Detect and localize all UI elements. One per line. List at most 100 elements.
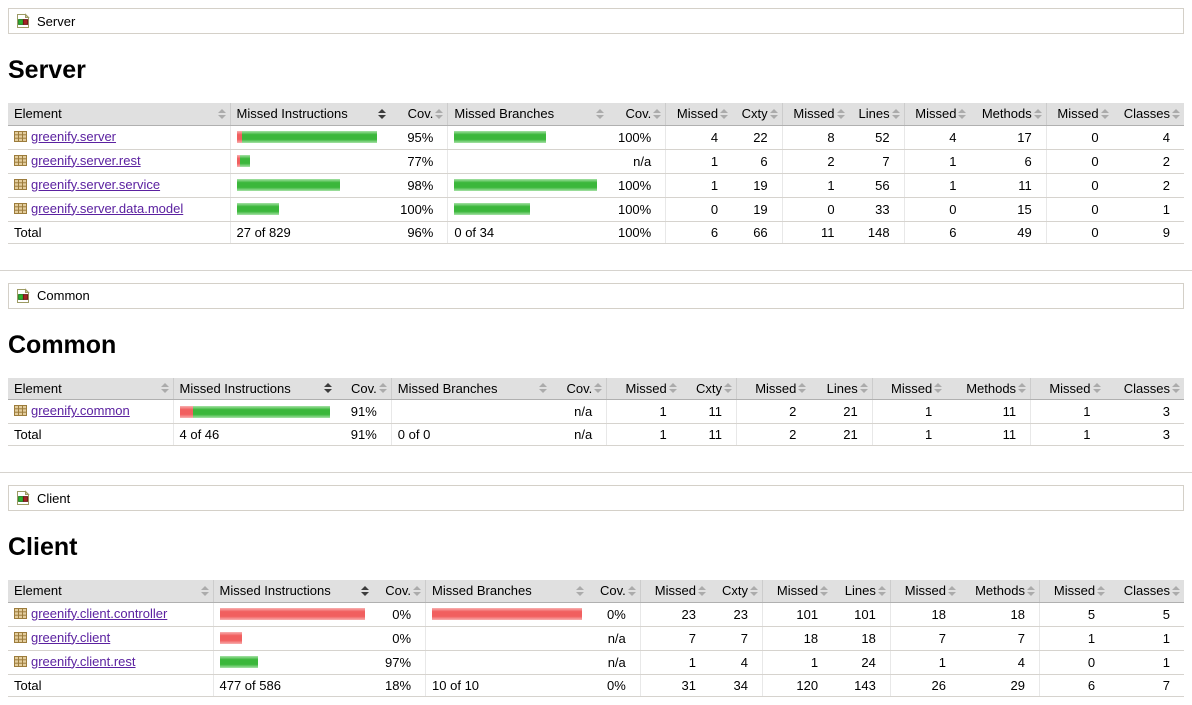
column-header-classes-12[interactable]: Classes bbox=[1104, 377, 1184, 400]
package-link[interactable]: greenify.server.service bbox=[31, 176, 161, 192]
column-header-missed-branches-3[interactable]: Missed Branches bbox=[447, 103, 608, 126]
column-header-lines-8[interactable]: Lines bbox=[848, 103, 905, 126]
column-header-missed-5[interactable]: Missed bbox=[639, 580, 710, 603]
column-header-missed-7[interactable]: Missed bbox=[781, 103, 849, 126]
column-header-missed-5[interactable]: Missed bbox=[665, 103, 733, 126]
column-header-cxty-6[interactable]: Cxty bbox=[732, 103, 783, 126]
counter-value: 11 bbox=[946, 399, 1031, 424]
column-header-cxty-6[interactable]: Cxty bbox=[709, 580, 763, 603]
package-link[interactable]: greenify.client bbox=[31, 629, 111, 645]
column-header-methods-10[interactable]: Methods bbox=[970, 103, 1047, 126]
total-counter-value: 1 bbox=[606, 423, 681, 446]
counter-value: 1 bbox=[1030, 399, 1105, 424]
sort-icon bbox=[697, 585, 706, 596]
total-counter-value: 6 bbox=[1038, 674, 1110, 697]
column-header-missed-11[interactable]: Missed bbox=[1038, 580, 1110, 603]
package-link[interactable]: greenify.server.data.model bbox=[31, 200, 184, 216]
sort-icon bbox=[877, 585, 886, 596]
coverage-bar-cell bbox=[447, 197, 608, 222]
counter-value: 1 bbox=[903, 173, 971, 198]
column-header-missed-9[interactable]: Missed bbox=[871, 377, 947, 400]
package-link[interactable]: greenify.common bbox=[31, 403, 130, 418]
package-link[interactable]: greenify.client.controller bbox=[31, 605, 168, 621]
column-header-methods-10[interactable]: Methods bbox=[946, 377, 1031, 400]
coverage-bar-cell bbox=[425, 626, 589, 651]
missed-bar bbox=[219, 632, 242, 644]
total-branch-coverage: 0% bbox=[588, 674, 641, 697]
column-header-element-0[interactable]: Element bbox=[8, 103, 230, 126]
total-counter-value: 6 bbox=[665, 221, 733, 244]
column-header-label: Cxty bbox=[741, 106, 768, 122]
sort-icon bbox=[539, 383, 548, 394]
column-header-missed-7[interactable]: Missed bbox=[761, 580, 833, 603]
column-header-missed-instructions-1[interactable]: Missed Instructions bbox=[229, 103, 390, 126]
column-header-lines-8[interactable]: Lines bbox=[832, 580, 891, 603]
counter-value: 8 bbox=[781, 125, 849, 150]
package-link[interactable]: greenify.client.rest bbox=[31, 653, 136, 669]
column-header-label: Classes bbox=[1123, 106, 1170, 122]
counter-value: 0 bbox=[665, 197, 733, 222]
coverage-bar bbox=[432, 608, 583, 620]
column-header-missed-7[interactable]: Missed bbox=[735, 377, 811, 400]
column-header-cov-2[interactable]: Cov. bbox=[390, 103, 448, 126]
missed-bar bbox=[236, 131, 242, 143]
column-header-methods-10[interactable]: Methods bbox=[959, 580, 1040, 603]
branch-coverage-value: 100% bbox=[607, 125, 666, 150]
column-header-label: Lines bbox=[858, 106, 890, 122]
missed-bar bbox=[179, 405, 193, 418]
column-header-cov-2[interactable]: Cov. bbox=[335, 377, 392, 400]
sort-icon bbox=[1097, 585, 1106, 596]
section-server: Server Server Element Missed Instructions… bbox=[8, 8, 1184, 244]
column-header-cov-4[interactable]: Cov. bbox=[588, 580, 641, 603]
total-row: Total 4 of 46 91% 0 of 0 n/a 1 11 2 21 1 11 1 3 bbox=[8, 423, 1184, 446]
column-header-missed-9[interactable]: Missed bbox=[903, 103, 971, 126]
column-header-element-0[interactable]: Element bbox=[8, 580, 213, 603]
sort-icon bbox=[627, 585, 636, 596]
column-header-missed-instructions-1[interactable]: Missed Instructions bbox=[212, 580, 373, 603]
page-title: Common bbox=[8, 330, 117, 359]
column-header-cxty-6[interactable]: Cxty bbox=[680, 377, 737, 400]
sort-icon bbox=[798, 383, 807, 394]
package-link[interactable]: greenify.server bbox=[31, 128, 117, 144]
column-header-cov-4[interactable]: Cov. bbox=[607, 103, 666, 126]
counter-value: 1 bbox=[889, 650, 960, 675]
column-header-missed-11[interactable]: Missed bbox=[1045, 103, 1113, 126]
branch-coverage-value: 0% bbox=[588, 602, 641, 627]
total-counter-value: 11 bbox=[781, 221, 849, 244]
coverage-bar bbox=[179, 405, 330, 418]
sort-icon bbox=[1172, 383, 1180, 394]
package-icon bbox=[14, 655, 27, 671]
total-counter-value: 31 bbox=[639, 674, 710, 697]
counter-value: 1 bbox=[606, 399, 681, 424]
counter-value: 1 bbox=[1109, 650, 1184, 675]
column-header-classes-12[interactable]: Classes bbox=[1109, 580, 1184, 603]
column-header-missed-9[interactable]: Missed bbox=[889, 580, 960, 603]
coverage-bar-cell bbox=[229, 149, 390, 174]
total-instruction-coverage: 18% bbox=[373, 674, 426, 697]
column-header-classes-12[interactable]: Classes bbox=[1112, 103, 1184, 126]
covered-bar bbox=[236, 203, 279, 215]
column-header-missed-branches-3[interactable]: Missed Branches bbox=[425, 580, 589, 603]
column-header-missed-instructions-1[interactable]: Missed Instructions bbox=[172, 377, 336, 400]
column-header-cov-2[interactable]: Cov. bbox=[373, 580, 426, 603]
counter-value: 4 bbox=[665, 125, 733, 150]
counter-value: 11 bbox=[680, 399, 737, 424]
column-header-missed-5[interactable]: Missed bbox=[606, 377, 681, 400]
instruction-coverage-value: 98% bbox=[390, 173, 448, 198]
counter-value: 6 bbox=[970, 149, 1047, 174]
column-header-label: Cov. bbox=[351, 380, 377, 396]
counter-value: 1 bbox=[639, 650, 710, 675]
column-header-element-0[interactable]: Element bbox=[8, 377, 173, 400]
table-row: greenify.client 0% n/a 7 7 18 18 7 7 1 1 bbox=[8, 626, 1184, 651]
covered-bar bbox=[454, 179, 598, 191]
sort-icon bbox=[836, 108, 845, 119]
column-header-cov-4[interactable]: Cov. bbox=[551, 377, 607, 400]
covered-bar bbox=[192, 405, 330, 418]
package-link[interactable]: greenify.server.rest bbox=[31, 152, 141, 168]
column-header-lines-8[interactable]: Lines bbox=[810, 377, 873, 400]
column-header-missed-11[interactable]: Missed bbox=[1030, 377, 1105, 400]
counter-value: 1 bbox=[781, 173, 849, 198]
sort-icon bbox=[769, 108, 778, 119]
column-header-missed-branches-3[interactable]: Missed Branches bbox=[390, 377, 552, 400]
page-title: Server bbox=[8, 56, 86, 84]
